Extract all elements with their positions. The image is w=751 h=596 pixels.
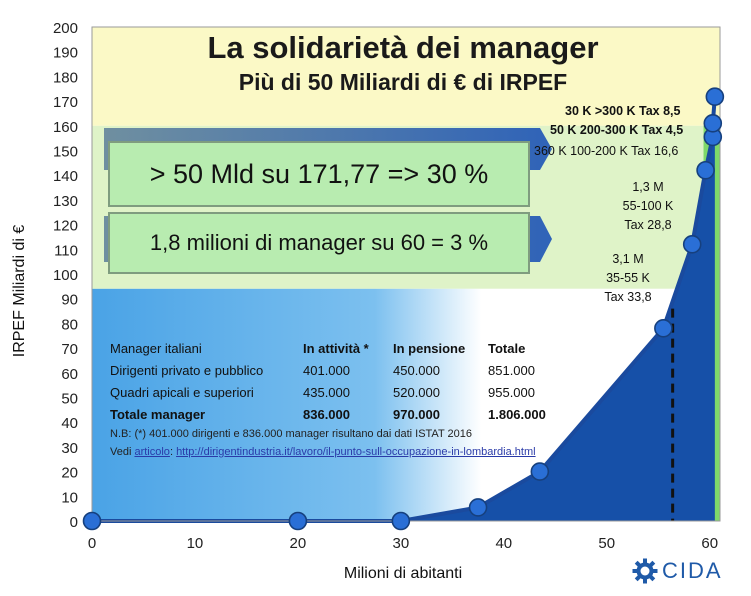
x-tick-label: 50 [598, 535, 615, 552]
y-tick-label: 50 [61, 391, 78, 408]
table-header-row: Manager italiani In attività * In pensio… [110, 340, 558, 362]
article-link[interactable]: articolo [134, 446, 170, 458]
annotation-top-bracket: 30 K >300 K Tax 8,5 [565, 104, 681, 118]
y-tick-label: 110 [54, 242, 78, 259]
y-tick-label: 10 [61, 489, 78, 506]
annotation-line: 55-100 K [622, 199, 674, 213]
table-cell: Quadri apicali e superiori [110, 385, 254, 400]
table-cell: 955.000 [488, 385, 535, 400]
data-point [705, 87, 725, 107]
y-tick-label: 90 [61, 292, 78, 309]
x-axis-label: Milioni di abitanti [344, 565, 462, 582]
x-tick-label: 10 [187, 535, 204, 552]
cida-logo: CIDA [632, 558, 723, 584]
table-row-total: Totale manager 836.000 970.000 1.806.000 [110, 406, 558, 428]
data-point [288, 511, 308, 531]
y-tick-label: 140 [53, 168, 78, 185]
table-row: Dirigenti privato e pubblico 401.000 450… [110, 362, 558, 384]
table-cell: 970.000 [393, 407, 440, 422]
source-separator: : [169, 446, 177, 458]
x-tick-label: 20 [290, 535, 307, 552]
x-tick-label: 30 [393, 535, 410, 552]
data-point [703, 114, 723, 133]
y-tick-label: 30 [61, 440, 78, 457]
x-tick-label: 0 [88, 535, 96, 552]
y-tick-label: 160 [53, 119, 78, 136]
table-row: Quadri apicali e superiori 435.000 520.0… [110, 384, 558, 406]
callout-box-tax-share: > 50 Mld su 171,77 => 30 % [108, 141, 530, 207]
table-cell: 401.000 [303, 363, 350, 378]
annotation-fourth-bracket: 1,3 M 55-100 K Tax 28,8 [618, 178, 678, 235]
data-point [696, 160, 715, 180]
y-axis-label: IRPEF Miliardi di € [11, 225, 28, 358]
callout-box-manager-share: 1,8 milioni di manager su 60 = 3 % [108, 212, 530, 274]
annotation-second-bracket: 50 K 200-300 K Tax 4,5 [550, 123, 684, 137]
y-tick-label: 190 [53, 45, 78, 62]
curve-fill [92, 96, 715, 522]
annotation-line: 35-55 K [606, 271, 650, 285]
y-tick-label: 80 [61, 316, 78, 333]
annotation-line: Tax 33,8 [604, 290, 652, 304]
background-yellow-band [92, 27, 720, 126]
data-point [468, 498, 488, 517]
logo-text: CIDA [662, 558, 723, 583]
table-cell: 520.000 [393, 385, 440, 400]
source-note: Vedi articolo: http://dirigentindustria.… [110, 446, 536, 458]
footnote: N.B: (*) 401.000 dirigenti e 836.000 man… [110, 428, 472, 440]
source-prefix: Vedi [110, 446, 135, 458]
table-cell: Dirigenti privato e pubblico [110, 363, 264, 378]
table-cell: 435.000 [303, 385, 350, 400]
table-header-cell: In pensione [393, 341, 466, 356]
data-point [682, 235, 702, 254]
manager-table: Manager italiani In attività * In pensio… [110, 340, 558, 428]
annotation-fifth-bracket: 3,1 M 35-55 K Tax 33,8 [598, 250, 658, 307]
y-tick-label: 180 [53, 69, 78, 86]
chart-title: La solidarietà dei manager [207, 30, 599, 65]
data-point [391, 511, 411, 531]
annotation-third-bracket: 360 K 100-200 K Tax 16,6 [534, 144, 679, 158]
annotation-line: Tax 28,8 [624, 218, 672, 232]
table-cell: Totale manager [110, 407, 206, 422]
annotation-line: 1,3 M [632, 180, 664, 194]
table-header-cell: Manager italiani [110, 341, 202, 356]
x-tick-label: 60 [701, 535, 718, 552]
y-tick-label: 100 [53, 267, 78, 284]
table-cell: 836.000 [303, 407, 350, 422]
table-cell: 450.000 [393, 363, 440, 378]
y-tick-label: 20 [61, 465, 78, 482]
y-tick-label: 40 [61, 415, 78, 432]
annotation-line: 3,1 M [612, 252, 644, 266]
table-header-cell: Totale [488, 341, 526, 356]
data-point [82, 511, 102, 531]
data-markers [82, 87, 725, 531]
y-tick-label: 130 [53, 193, 78, 210]
y-tick-label: 170 [53, 94, 78, 111]
source-url-link[interactable]: http://dirigentindustria.it/lavoro/il-pu… [176, 446, 536, 458]
y-tick-label: 200 [53, 20, 78, 37]
x-tick-label: 40 [495, 535, 512, 552]
y-tick-label: 120 [53, 218, 78, 235]
data-point [654, 319, 673, 338]
chart-subtitle: Più di 50 Miliardi di € di IRPEF [238, 69, 568, 95]
table-cell: 1.806.000 [488, 407, 546, 422]
table-cell: 851.000 [488, 363, 535, 378]
y-tick-label: 0 [70, 514, 78, 531]
table-header-cell: In attività * [303, 341, 369, 356]
data-point [530, 462, 550, 481]
y-tick-label: 60 [61, 366, 78, 383]
gear-icon [632, 558, 658, 584]
y-tick-label: 150 [53, 144, 78, 161]
y-tick-label: 70 [61, 341, 78, 358]
